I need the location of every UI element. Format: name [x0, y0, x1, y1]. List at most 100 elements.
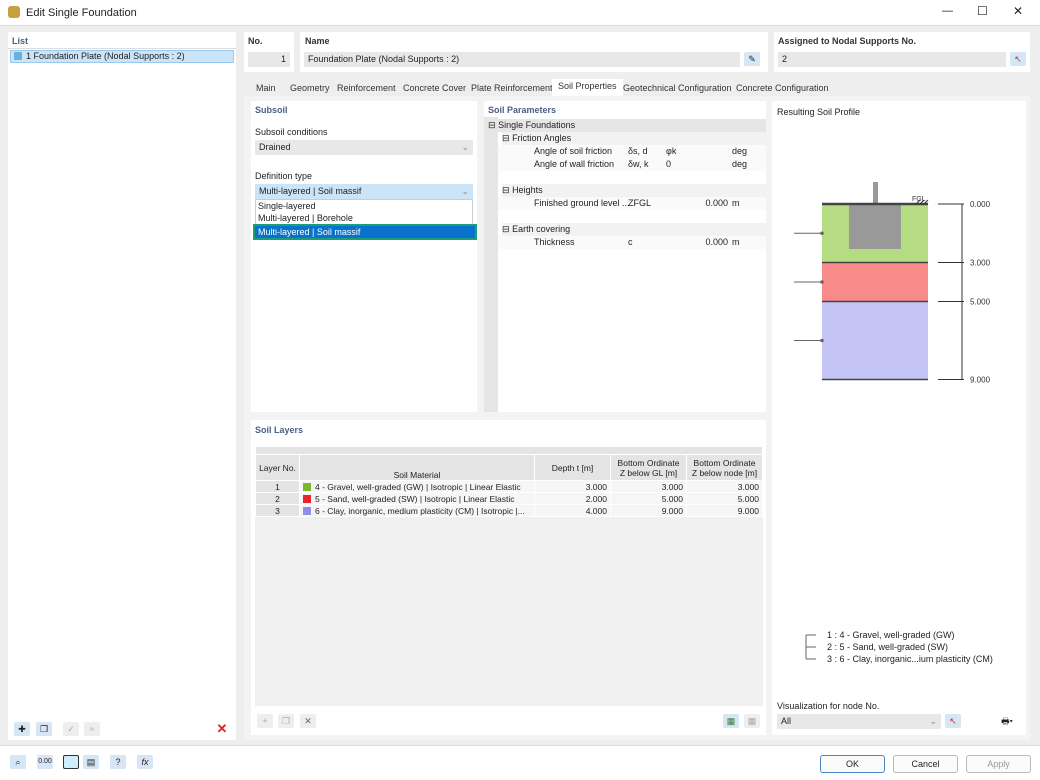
apply-button[interactable]: Apply — [966, 755, 1031, 773]
legend-item: 3 : 6 - Clay, inorganic...ium plasticity… — [827, 654, 993, 664]
material-color-swatch — [303, 506, 311, 515]
soil-layers-table: Layer No. Soil Material Depth t [m] Bottom … — [255, 446, 763, 517]
edit-icon[interactable]: ✎ — [744, 52, 760, 66]
assigned-panel: Assigned to Nodal Supports No. 2 ↖ — [774, 32, 1030, 72]
subsoil-header: Subsoil — [255, 105, 288, 115]
help-icon[interactable]: ? — [110, 755, 126, 769]
soil-layer-3 — [822, 301, 928, 380]
column-header: Bottom Ordinate Z below node [m] — [686, 454, 763, 481]
insert-row-icon[interactable]: + — [257, 714, 273, 728]
print-icon[interactable]: 🖶▾ — [1001, 716, 1013, 726]
column-header: Bottom Ordinate Z below GL [m] — [610, 454, 687, 481]
title-bar: Edit Single Foundation — ☐ ✕ — [0, 0, 1040, 26]
ground-hatch-icon — [915, 199, 929, 205]
tab-concrete-configuration[interactable]: Concrete Configuration — [736, 83, 829, 93]
column-header: Layer No. — [255, 454, 300, 481]
soil-profile-diagram: 0.000 3.000 5.000 9.000 FGL — [794, 182, 991, 660]
section-header[interactable]: ⊟ Earth covering — [502, 223, 766, 236]
tab-geometry[interactable]: Geometry — [290, 83, 330, 93]
tab-concrete-cover[interactable]: Concrete Cover — [403, 83, 467, 93]
material-color-swatch — [303, 494, 311, 503]
material-color-swatch — [303, 482, 311, 491]
option-single-layered[interactable]: Single-layered — [258, 201, 316, 211]
definition-type-select[interactable]: Multi-layered | Soil massif ⌄ — [255, 184, 473, 199]
list-item[interactable]: 1 Foundation Plate (Nodal Supports : 2) — [10, 50, 234, 63]
definition-type-label: Definition type — [255, 171, 313, 181]
section-header[interactable]: ⊟ Heights — [502, 184, 766, 197]
column-header: Soil Material — [299, 454, 535, 481]
units-icon[interactable]: 0.00 — [37, 755, 53, 769]
formula-icon[interactable]: fx — [137, 755, 153, 769]
chevron-down-icon: ⌄ — [461, 186, 469, 196]
group-single-foundations[interactable]: ⊟ Single Foundations — [488, 119, 766, 132]
parameter-row[interactable]: Angle of soil friction δs, d φk deg — [498, 145, 766, 158]
option-borehole[interactable]: Multi-layered | Borehole — [258, 213, 353, 223]
soil-layer-2 — [822, 262, 928, 302]
pick-node-icon[interactable]: ↖ — [945, 714, 961, 728]
tab-main[interactable]: Main — [256, 83, 276, 93]
maximize-button[interactable]: ☐ — [977, 4, 988, 18]
soil-profile-header: Resulting Soil Profile — [777, 107, 861, 117]
no-field[interactable]: 1 — [248, 52, 290, 67]
soil-layers-header: Soil Layers — [255, 425, 304, 435]
name-panel: Name Foundation Plate (Nodal Supports : … — [300, 32, 768, 72]
subsoil-conditions-label: Subsoil conditions — [255, 127, 328, 137]
level-label: 5.000 — [970, 298, 991, 307]
leader-dot — [820, 338, 824, 343]
subsoil-conditions-select[interactable]: Drained ⌄ — [255, 140, 473, 155]
delete-icon[interactable]: ✕ — [216, 721, 228, 736]
import-icon[interactable]: ▦ — [744, 714, 760, 728]
tab-reinforcement[interactable]: Reinforcement — [337, 83, 396, 93]
color-icon[interactable] — [63, 755, 79, 769]
level-label: 9.000 — [970, 376, 991, 385]
cancel-button[interactable]: Cancel — [893, 755, 958, 773]
section-header[interactable]: ⊟ Friction Angles — [502, 132, 766, 145]
new-item-icon[interactable]: ✚ — [14, 722, 30, 736]
level-label: 0.000 — [970, 200, 991, 209]
soil-parameters-header: Soil Parameters — [488, 105, 557, 115]
soil-parameters-panel: Soil Parameters ⊟ Single Foundations ⊟ Fr… — [484, 101, 766, 412]
level-label: 3.000 — [970, 259, 991, 268]
collapse-icon: ⊟ — [502, 185, 510, 195]
list-header: List — [12, 36, 29, 46]
soil-profile-panel: Resulting Soil Profile 0.000 3.000 5.000 9.… — [772, 101, 1026, 735]
check-icon[interactable]: ✓ — [63, 722, 79, 736]
option-soil-massif[interactable]: Multi-layered | Soil massif — [253, 224, 477, 240]
parameter-row[interactable]: Thickness c 0.000 m — [498, 236, 766, 249]
tab-soil-properties[interactable]: Soil Properties — [552, 79, 623, 96]
window-title: Edit Single Foundation — [26, 7, 137, 19]
definition-dropdown-list: Single-layered Multi-layered | Borehole … — [253, 199, 477, 240]
parameter-row[interactable]: Finished ground level ... ZFGL 0.000 m — [498, 197, 766, 210]
node-select[interactable]: All ⌄ — [777, 714, 941, 729]
copy-item-icon[interactable]: ❐ — [36, 722, 52, 736]
close-button[interactable]: ✕ — [1013, 4, 1024, 18]
column-header: Depth t [m] — [534, 454, 611, 481]
uncheck-icon[interactable]: ≈ — [84, 722, 100, 736]
display-icon[interactable]: ▤ — [83, 755, 99, 769]
legend-item: 2 : 5 - Sand, well-graded (SW) — [827, 642, 949, 652]
pick-icon[interactable]: ↖ — [1010, 52, 1026, 66]
no-label: No. — [248, 36, 263, 46]
collapse-icon: ⊟ — [502, 224, 510, 234]
search-icon[interactable]: ⌕ — [10, 755, 26, 769]
collapse-icon: ⊟ — [488, 120, 496, 130]
leader-dot — [820, 231, 824, 236]
delete-row-icon[interactable]: ✕ — [300, 714, 316, 728]
soil-layers-panel: Soil Layers Layer No. Soil Material Depth … — [251, 420, 766, 735]
copy-row-icon[interactable]: ❐ — [278, 714, 294, 728]
parameter-row[interactable]: Angle of wall friction δw, k 0 deg — [498, 158, 766, 171]
tab-plate-reinforcement[interactable]: Plate Reinforcement — [471, 83, 553, 93]
assigned-field[interactable]: 2 — [778, 52, 1006, 67]
name-field[interactable]: Foundation Plate (Nodal Supports : 2) — [304, 52, 740, 67]
fgl-label: FGL — [912, 196, 926, 203]
list-panel: List 1 Foundation Plate (Nodal Supports … — [8, 32, 236, 740]
ok-button[interactable]: OK — [820, 755, 885, 773]
minimize-button[interactable]: — — [942, 5, 953, 17]
foundation-icon — [14, 52, 22, 60]
no-panel: No. 1 — [244, 32, 294, 72]
tab-geotechnical-configuration[interactable]: Geotechnical Configuration — [623, 83, 732, 93]
export-icon[interactable]: ▦ — [723, 714, 739, 728]
